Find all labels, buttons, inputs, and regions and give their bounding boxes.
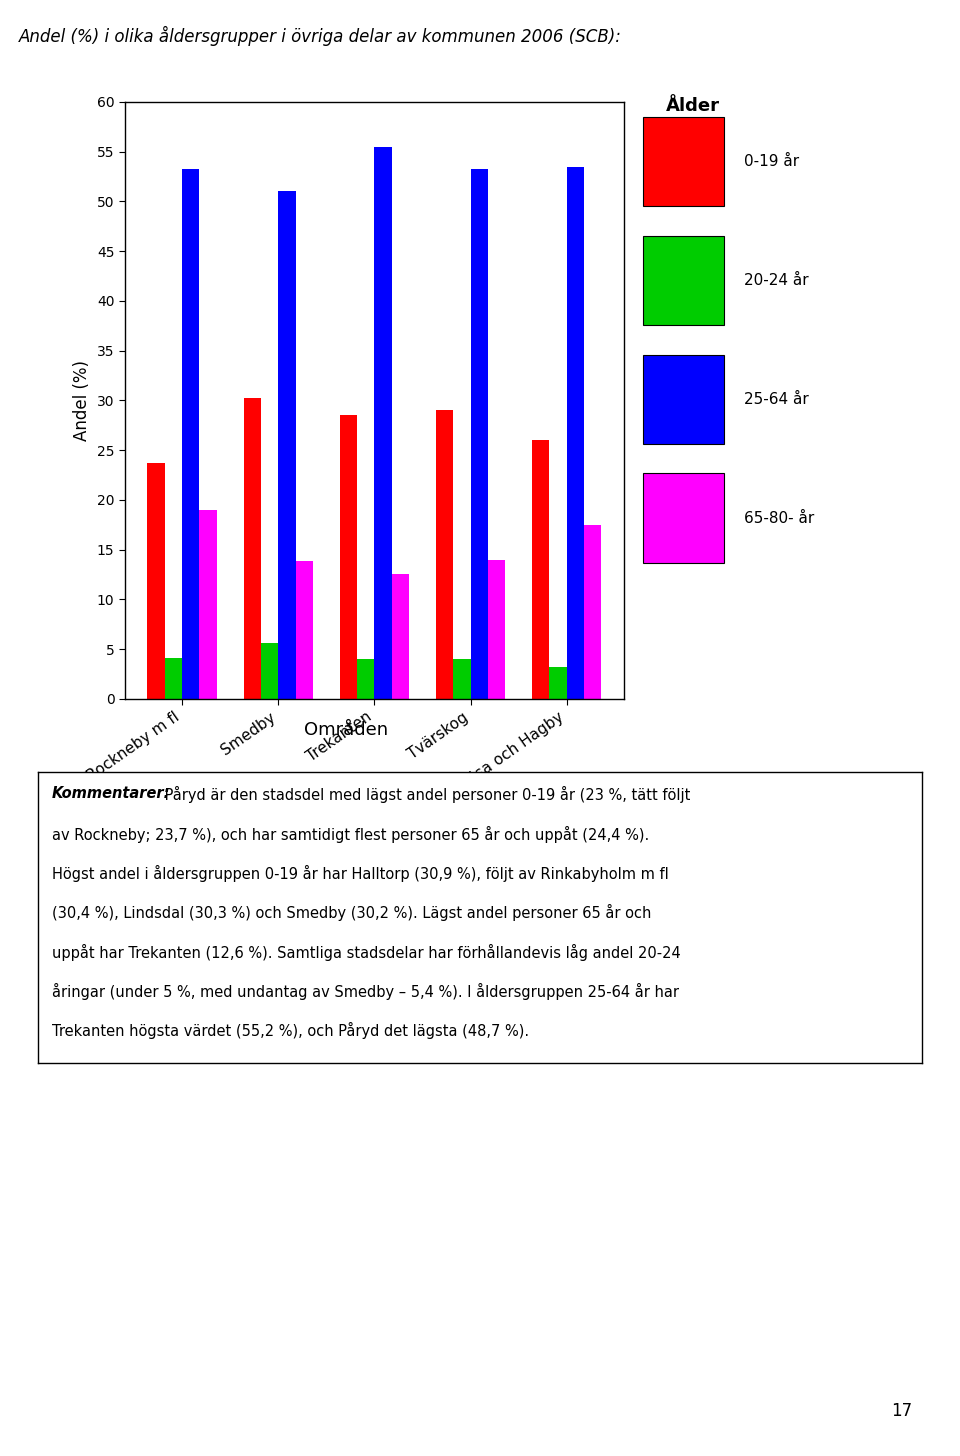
Y-axis label: Andel (%): Andel (%) xyxy=(73,360,91,441)
Bar xyxy=(296,561,313,699)
Text: 65-80- år: 65-80- år xyxy=(744,511,814,526)
FancyBboxPatch shape xyxy=(643,236,724,325)
Text: Områden: Områden xyxy=(303,721,388,738)
Bar xyxy=(148,463,165,699)
Text: Kommentarer:: Kommentarer: xyxy=(52,786,170,801)
Text: Andel (%) i olika åldersgrupper i övriga delar av kommunen 2006 (SCB):: Andel (%) i olika åldersgrupper i övriga… xyxy=(19,26,622,47)
Bar xyxy=(374,147,392,699)
Text: Trekanten högsta värdet (55,2 %), och Påryd det lägsta (48,7 %).: Trekanten högsta värdet (55,2 %), och På… xyxy=(52,1022,529,1040)
Bar xyxy=(278,191,296,699)
Bar xyxy=(470,169,488,699)
Bar xyxy=(488,559,505,699)
Text: åringar (under 5 %, med undantag av Smedby – 5,4 %). I åldersgruppen 25-64 år ha: åringar (under 5 %, med undantag av Smed… xyxy=(52,983,679,1000)
Bar xyxy=(357,660,374,699)
FancyBboxPatch shape xyxy=(643,355,724,444)
Text: uppåt har Trekanten (12,6 %). Samtliga stadsdelar har förhållandevis låg andel 2: uppåt har Trekanten (12,6 %). Samtliga s… xyxy=(52,943,681,961)
Text: (30,4 %), Lindsdal (30,3 %) och Smedby (30,2 %). Lägst andel personer 65 år och: (30,4 %), Lindsdal (30,3 %) och Smedby (… xyxy=(52,904,651,922)
Text: 0-19 år: 0-19 år xyxy=(744,154,799,169)
Text: 17: 17 xyxy=(891,1402,912,1420)
Bar xyxy=(436,411,453,699)
Bar xyxy=(165,658,182,699)
Text: av Rockneby; 23,7 %), och har samtidigt flest personer 65 år och uppåt (24,4 %).: av Rockneby; 23,7 %), och har samtidigt … xyxy=(52,826,649,843)
Text: Ålder: Ålder xyxy=(666,98,720,115)
Bar xyxy=(200,510,217,699)
FancyBboxPatch shape xyxy=(643,473,724,562)
Text: Högst andel i åldersgruppen 0-19 år har Halltorp (30,9 %), följt av Rinkabyholm : Högst andel i åldersgruppen 0-19 år har … xyxy=(52,865,668,882)
Bar xyxy=(392,574,409,699)
Text: 20-24 år: 20-24 år xyxy=(744,272,808,288)
Bar xyxy=(261,644,278,699)
Text: Påryd är den stadsdel med lägst andel personer 0-19 år (23 %, tätt följt: Påryd är den stadsdel med lägst andel pe… xyxy=(160,786,690,804)
Bar xyxy=(244,399,261,699)
Bar xyxy=(182,169,200,699)
Bar xyxy=(340,415,357,699)
Bar xyxy=(453,660,470,699)
Bar xyxy=(549,667,566,699)
Bar xyxy=(584,524,601,699)
Bar xyxy=(566,166,584,699)
Text: 25-64 år: 25-64 år xyxy=(744,392,808,406)
Bar xyxy=(532,440,549,699)
FancyBboxPatch shape xyxy=(643,116,724,207)
